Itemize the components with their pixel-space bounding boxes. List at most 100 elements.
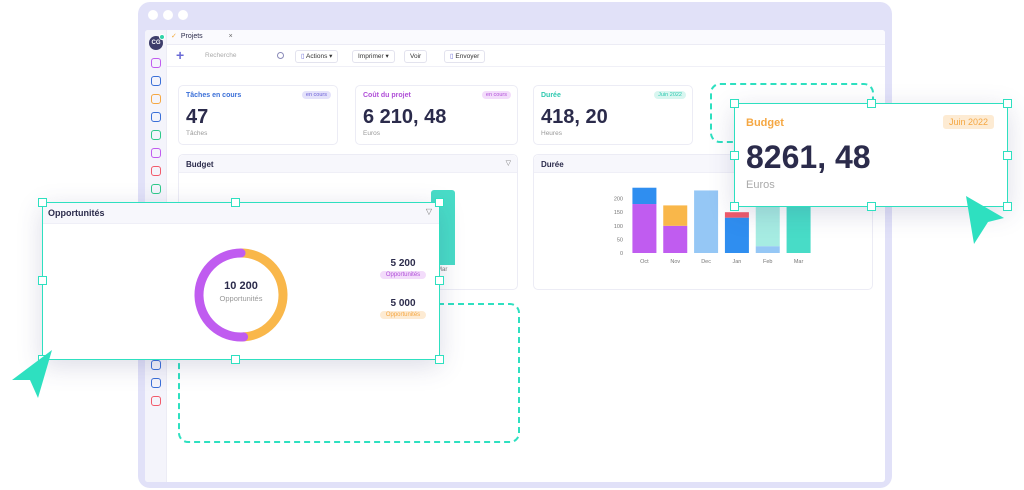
filter-icon[interactable] <box>151 378 161 388</box>
search-input[interactable]: Recherche <box>201 49 286 62</box>
y-tick-label: 150 <box>614 210 623 216</box>
donut-center-value: 10 200 <box>224 280 258 292</box>
kpi-unit: Heures <box>541 130 562 137</box>
add-button[interactable]: + <box>176 47 185 63</box>
x-tick-label: Feb <box>763 259 772 265</box>
opportunity-value: 5 000 <box>390 298 416 309</box>
resize-handle-se[interactable] <box>435 355 444 364</box>
imprimer-label: Imprimer <box>358 53 384 60</box>
chart-bar-segment[interactable] <box>632 187 657 205</box>
money-icon[interactable] <box>151 184 161 194</box>
x-tick-label: Jan <box>732 259 741 265</box>
window-close-dot[interactable] <box>148 10 158 20</box>
stats-icon[interactable] <box>151 130 161 140</box>
chart-bar-segment[interactable] <box>663 205 688 226</box>
kpi-label: Tâches en cours <box>186 92 242 99</box>
chart-bar-segment[interactable] <box>724 217 749 253</box>
chart-bar-segment[interactable] <box>786 198 811 253</box>
donut-slice[interactable] <box>194 248 249 342</box>
tab-projets[interactable]: ✓ Projets × <box>171 32 233 41</box>
resize-handle-n[interactable] <box>231 198 240 207</box>
chart-bar-segment[interactable] <box>724 212 749 218</box>
resize-handle-sw[interactable] <box>730 202 739 211</box>
chart-icon[interactable] <box>151 94 161 104</box>
selection-frame-opportunites <box>38 198 444 364</box>
kpi-card-duree[interactable]: Durée Juin 2022 418, 20 Heures <box>533 85 693 145</box>
chart-bar-segment[interactable] <box>694 190 719 253</box>
duree-chart: 0 50 100 150 200 Oct Nov Dec Jan Feb Mar <box>614 187 811 265</box>
close-icon[interactable]: × <box>228 32 233 40</box>
resize-handle-w[interactable] <box>38 276 47 285</box>
chart-bar-segment[interactable] <box>755 246 780 253</box>
kpi-card-cout[interactable]: Coût du projet en cours 6 210, 48 Euros <box>355 85 518 145</box>
archive-icon[interactable] <box>151 396 161 406</box>
cart-icon[interactable] <box>151 148 161 158</box>
opportunites-widget[interactable]: Opportunités ▽ 10 200 Opportunités 5 200… <box>42 202 440 360</box>
kpi-label: Durée <box>541 92 561 99</box>
x-tick-label: Mar <box>794 259 804 265</box>
x-tick-label: Oct <box>640 259 649 265</box>
y-tick-label: 100 <box>614 224 623 230</box>
resize-handle-se[interactable] <box>1003 202 1012 211</box>
panel-header: Opportunités ▽ <box>42 202 440 224</box>
date-badge: Juin 2022 <box>654 91 686 99</box>
resize-handle-s[interactable] <box>231 355 240 364</box>
online-dot <box>159 34 165 40</box>
panel-title: Budget <box>186 160 214 169</box>
budget-tick-label: Mar <box>437 267 448 273</box>
tab-bar: ✓ Projets × <box>167 30 885 45</box>
toolbar: + Recherche ▯ Actions ▾ Imprimer ▾ Voir … <box>167 45 885 67</box>
document-icon: ▯ <box>450 53 456 60</box>
resize-handle-ne[interactable] <box>435 198 444 207</box>
imprimer-button[interactable]: Imprimer ▾ <box>352 50 395 63</box>
y-tick-label: 50 <box>617 237 623 243</box>
resize-handle-nw[interactable] <box>730 99 739 108</box>
y-tick-label: 200 <box>614 197 623 203</box>
x-tick-label: Nov <box>670 259 680 265</box>
actions-button[interactable]: ▯ Actions ▾ <box>295 50 339 63</box>
opportunity-value: 5 200 <box>390 258 416 269</box>
document-icon: ▯ <box>301 53 307 60</box>
avatar[interactable]: CG <box>149 34 165 50</box>
widget-value: 8261, 48 <box>746 139 871 175</box>
kpi-value: 47 <box>186 106 209 128</box>
kpi-value: 418, 20 <box>541 106 608 128</box>
handshake-icon[interactable] <box>151 112 161 122</box>
chevron-down-icon[interactable]: ▽ <box>505 160 511 167</box>
search-placeholder: Recherche <box>205 52 237 59</box>
kpi-label: Coût du projet <box>363 92 411 99</box>
resize-handle-e[interactable] <box>1003 151 1012 160</box>
kpi-unit: Euros <box>363 130 380 137</box>
chart-bar-segment[interactable] <box>663 225 688 253</box>
envoyer-button[interactable]: ▯ Envoyer <box>444 50 486 63</box>
budget-widget[interactable]: Budget Juin 2022 8261, 48 Euros <box>734 103 1008 207</box>
chevron-down-icon[interactable]: ▽ <box>425 207 432 216</box>
resize-handle-ne[interactable] <box>1003 99 1012 108</box>
resize-handle-e[interactable] <box>435 276 444 285</box>
donut-center-label: Opportunités <box>219 294 263 303</box>
chart-bar-segment[interactable] <box>632 204 657 253</box>
users-icon[interactable] <box>151 58 161 68</box>
donut-slice[interactable] <box>236 248 288 342</box>
building-icon[interactable] <box>151 360 161 370</box>
opportunity-badge: Opportunités <box>380 271 426 279</box>
kpi-card-taches[interactable]: Tâches en cours en cours 47 Tâches <box>178 85 338 145</box>
resize-handle-nw[interactable] <box>38 198 47 207</box>
resize-handle-n[interactable] <box>867 99 876 108</box>
avatar-initials: CG <box>151 40 161 46</box>
voir-button[interactable]: Voir <box>404 50 428 63</box>
tab-label: Projets <box>180 32 203 40</box>
resize-handle-s[interactable] <box>867 202 876 211</box>
actions-label: Actions <box>306 53 328 60</box>
kpi-unit: Tâches <box>186 130 208 137</box>
target-icon[interactable] <box>151 166 161 176</box>
window-maximize-dot[interactable] <box>178 10 188 20</box>
cursor-pointer-icon <box>12 350 52 398</box>
chart-bar-segment[interactable] <box>755 201 780 247</box>
window-minimize-dot[interactable] <box>163 10 173 20</box>
chevron-down-icon: ▾ <box>385 53 389 60</box>
opportunites-donut <box>194 248 288 342</box>
resize-handle-w[interactable] <box>730 151 739 160</box>
calendar-icon[interactable] <box>151 76 161 86</box>
